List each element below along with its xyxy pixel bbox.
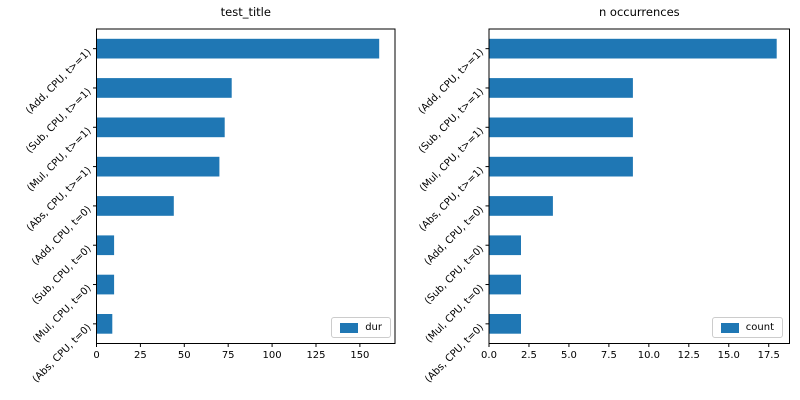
right-chart-bar-1 — [489, 78, 633, 98]
left-chart-spines — [96, 28, 396, 344]
left-chart-bar-5 — [96, 235, 115, 256]
right-chart-xtick-label-7: 17.5 — [758, 350, 780, 361]
left-chart-bar-0 — [96, 38, 380, 59]
right-chart-bar-3 — [489, 156, 633, 177]
right-chart-bar-0 — [489, 38, 777, 59]
right-chart-xtick-label-2: 5.0 — [561, 350, 577, 361]
left-chart-xtick-label-0: 0 — [93, 350, 99, 361]
right-chart-title: n occurrences — [598, 5, 680, 19]
legend-count: count — [711, 317, 783, 338]
legend-dur: dur — [331, 317, 391, 338]
left-chart-bar-4 — [96, 196, 174, 216]
right-chart-ytick-label-0: (Add, CPU, t>=1) — [417, 47, 487, 117]
legend-swatch-dur — [340, 322, 359, 333]
right-chart-bar-4 — [489, 196, 553, 216]
left-chart-ytick-label-1: (Sub, CPU, t>=1) — [24, 86, 93, 155]
left-chart-xtick-label-4: 100 — [263, 350, 282, 361]
left-chart-xtick-label-2: 50 — [178, 350, 191, 361]
left-chart-bar-1 — [96, 78, 232, 98]
left-chart-bar-2 — [96, 117, 225, 138]
left-chart-bar-7 — [96, 314, 113, 334]
right-chart-bar-7 — [489, 314, 521, 334]
left-chart-bar-6 — [96, 274, 115, 295]
left-chart-title: test_title — [220, 5, 271, 19]
right-chart-xtick-label-4: 10.0 — [638, 350, 660, 361]
left-chart-bar-3 — [96, 156, 220, 177]
right-chart-xtick-label-6: 15.0 — [718, 350, 740, 361]
right-chart-xtick-label-3: 7.5 — [601, 350, 617, 361]
legend-label-count: count — [745, 322, 774, 333]
right-chart-bar-5 — [489, 235, 521, 256]
right-chart-xtick-label-5: 12.5 — [678, 350, 700, 361]
right-chart-bar-2 — [489, 117, 633, 138]
right-chart-xtick-label-1: 2.5 — [521, 350, 537, 361]
left-chart-ytick-label-0: (Add, CPU, t>=1) — [24, 47, 94, 117]
legend-label-dur: dur — [365, 322, 382, 333]
left-chart-xtick-label-1: 25 — [134, 350, 147, 361]
right-chart-xtick-label-0: 0.0 — [481, 350, 497, 361]
legend-swatch-count — [720, 322, 739, 333]
right-chart-ytick-label-1: (Sub, CPU, t>=1) — [417, 86, 486, 155]
right-chart-spines — [488, 28, 790, 344]
left-chart-xtick-label-5: 125 — [306, 350, 325, 361]
left-chart-xtick-label-3: 75 — [222, 350, 235, 361]
right-chart-bar-6 — [489, 274, 521, 295]
left-chart-xtick-label-6: 150 — [350, 350, 369, 361]
